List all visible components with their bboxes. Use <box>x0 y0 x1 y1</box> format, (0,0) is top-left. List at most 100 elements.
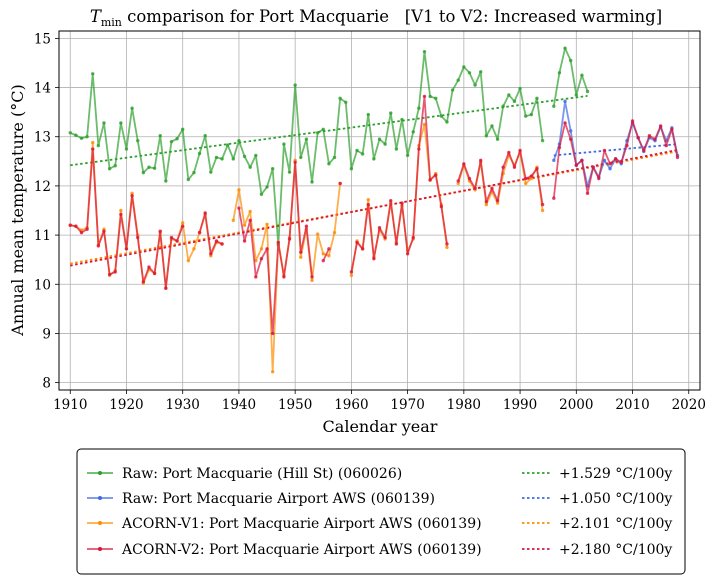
data-point <box>169 139 174 144</box>
data-point <box>552 158 556 163</box>
legend-trend-label: +2.101 °C/100y <box>559 516 672 532</box>
data-point <box>74 133 78 137</box>
data-point <box>512 165 517 169</box>
data-point <box>394 147 399 151</box>
data-point <box>237 188 241 192</box>
data-point <box>270 331 275 336</box>
data-point <box>181 221 185 225</box>
data-point <box>327 162 331 166</box>
data-point <box>490 124 494 128</box>
data-point <box>96 244 101 248</box>
data-point <box>203 134 207 138</box>
data-point <box>372 256 376 261</box>
data-point <box>102 121 106 125</box>
data-point <box>377 226 382 230</box>
data-point <box>248 218 252 223</box>
data-point <box>501 104 505 108</box>
legend-marker <box>98 521 102 525</box>
data-point <box>136 138 140 143</box>
data-point <box>276 240 280 245</box>
data-point <box>394 242 399 246</box>
legend-trend-label: +1.529 °C/100y <box>559 466 672 482</box>
x-tick-label: 1970 <box>390 397 424 413</box>
data-point <box>428 94 432 99</box>
data-point <box>327 247 331 251</box>
data-point <box>619 160 623 165</box>
data-point <box>237 206 241 210</box>
data-point <box>113 164 117 168</box>
data-point <box>242 223 247 227</box>
data-point <box>383 235 387 240</box>
data-point <box>119 208 123 213</box>
legend-label: Raw: Port Macquarie (Hill St) (060026) <box>122 466 402 482</box>
data-point <box>630 119 635 123</box>
data-point <box>344 100 348 105</box>
data-point <box>389 111 393 115</box>
data-point <box>96 143 101 148</box>
data-point <box>147 265 151 269</box>
data-point <box>107 272 112 277</box>
data-point <box>417 147 421 151</box>
data-point <box>254 275 258 279</box>
data-point <box>439 204 444 209</box>
x-tick-label: 1910 <box>53 397 87 413</box>
data-point <box>327 254 331 258</box>
data-point <box>321 258 325 263</box>
data-point <box>124 247 129 251</box>
data-point <box>152 271 157 276</box>
data-point <box>642 148 646 153</box>
data-point <box>636 136 640 140</box>
legend-label: Raw: Port Macquarie Airport AWS (060139) <box>122 491 435 507</box>
data-point <box>580 73 584 77</box>
data-point <box>321 252 325 256</box>
data-point <box>231 157 236 161</box>
y-tick-label: 13 <box>34 130 51 146</box>
series-4 <box>68 94 680 336</box>
data-point <box>568 58 573 63</box>
data-point <box>563 121 567 125</box>
series-line <box>322 248 330 262</box>
data-point <box>91 72 95 76</box>
data-point <box>299 255 303 259</box>
data-point <box>304 137 309 141</box>
x-tick-label: 2020 <box>672 397 706 413</box>
x-tick-label: 2000 <box>559 397 593 413</box>
data-point <box>85 227 89 231</box>
data-point <box>456 181 460 186</box>
data-point <box>360 247 365 251</box>
legend-label: ACORN-V2: Port Macquarie Airport AWS (06… <box>121 542 482 558</box>
data-point <box>439 114 444 118</box>
data-point <box>523 181 528 186</box>
data-point <box>192 247 196 251</box>
series-line <box>350 123 448 276</box>
data-point <box>315 232 320 236</box>
data-point <box>507 150 511 155</box>
data-point <box>287 170 292 174</box>
data-point <box>580 158 584 163</box>
x-tick-label: 1940 <box>222 397 256 413</box>
data-point <box>389 198 393 203</box>
data-point <box>197 230 202 235</box>
data-point <box>158 134 162 138</box>
data-point <box>479 158 483 163</box>
data-point <box>259 192 264 196</box>
y-tick-label: 14 <box>34 81 51 97</box>
data-point <box>186 258 191 263</box>
data-point <box>68 223 72 227</box>
series-line <box>350 95 448 273</box>
data-point <box>237 138 241 143</box>
data-point <box>484 199 489 204</box>
data-point <box>349 166 354 171</box>
data-point <box>287 237 292 241</box>
data-point <box>265 222 269 226</box>
data-point <box>529 112 534 117</box>
x-tick-label: 1950 <box>278 397 312 413</box>
data-point <box>653 137 657 141</box>
data-point <box>647 134 652 138</box>
data-point <box>512 99 517 104</box>
data-point <box>523 114 528 118</box>
data-point <box>265 247 269 251</box>
data-point <box>456 78 460 82</box>
data-point <box>214 155 219 160</box>
data-point <box>434 173 438 177</box>
